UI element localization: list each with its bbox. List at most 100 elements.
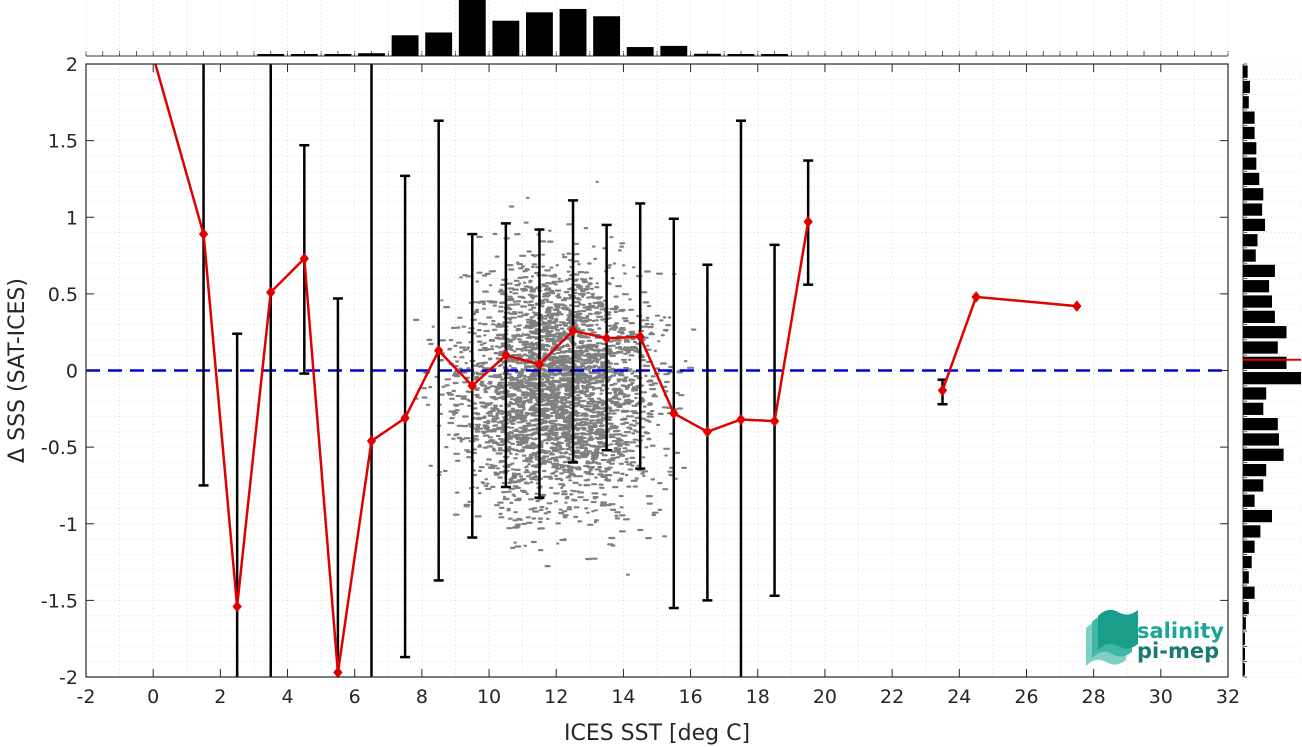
right-hist-bar bbox=[1243, 372, 1301, 385]
right-hist-bar bbox=[1243, 203, 1263, 216]
right-hist-bar bbox=[1243, 448, 1284, 461]
right-histogram bbox=[1242, 63, 1302, 678]
top-hist-bar bbox=[324, 54, 352, 56]
mean-marker bbox=[501, 349, 511, 361]
top-hist-bar bbox=[727, 54, 755, 56]
right-hist-bar bbox=[1243, 295, 1272, 308]
y-tick-label: 1.5 bbox=[48, 131, 78, 153]
right-hist-bar bbox=[1243, 663, 1245, 676]
x-tick-label: 0 bbox=[147, 686, 159, 708]
scatter-points bbox=[412, 180, 697, 576]
mean-marker bbox=[635, 330, 645, 343]
y-tick-label: -1.5 bbox=[41, 590, 78, 612]
top-hist-bar bbox=[458, 0, 486, 56]
top-hist-bar bbox=[626, 47, 654, 56]
error-bar bbox=[735, 119, 746, 677]
right-hist-bar bbox=[1243, 418, 1278, 431]
top-histogram bbox=[85, 0, 1229, 57]
mean-marker bbox=[971, 291, 981, 303]
error-bar bbox=[332, 297, 343, 677]
y-tick-label: 1 bbox=[66, 207, 78, 229]
y-tick-label: 0.5 bbox=[48, 284, 78, 306]
mean-marker bbox=[736, 413, 746, 426]
right-hist-bar bbox=[1243, 310, 1275, 323]
x-tick-label: 12 bbox=[544, 686, 568, 708]
y-axis-ticks: -2 -1.5 -1 -0.5 0 0.5 1 1.5 2 bbox=[41, 54, 1228, 689]
right-hist-bar bbox=[1243, 234, 1258, 247]
mean-marker bbox=[299, 252, 309, 265]
mean-markers bbox=[198, 216, 1082, 679]
right-hist-bar bbox=[1243, 479, 1264, 492]
mean-marker bbox=[333, 666, 343, 679]
right-hist-bar bbox=[1243, 525, 1261, 538]
y-tick-label: -0.5 bbox=[41, 437, 78, 459]
x-tick-label: 22 bbox=[880, 686, 904, 708]
right-hist-bar bbox=[1243, 509, 1272, 523]
right-hist-bar bbox=[1243, 402, 1264, 415]
x-tick-label: 28 bbox=[1082, 686, 1106, 708]
mean-marker bbox=[266, 286, 276, 299]
right-hist-bar bbox=[1243, 601, 1249, 615]
top-hist-bar bbox=[593, 16, 621, 57]
x-tick-label: 32 bbox=[1216, 686, 1240, 708]
top-hist-bar bbox=[526, 12, 553, 56]
right-hist-bar bbox=[1243, 188, 1264, 201]
right-hist-bar bbox=[1243, 632, 1245, 645]
right-hist-bar bbox=[1243, 326, 1287, 339]
y-tick-label: 0 bbox=[66, 361, 78, 383]
mean-marker bbox=[601, 332, 612, 345]
top-hist-bar bbox=[492, 20, 520, 56]
mean-marker bbox=[198, 228, 209, 240]
x-tick-label: 16 bbox=[678, 686, 702, 708]
right-hist-bar bbox=[1243, 617, 1246, 630]
mean-marker bbox=[1072, 300, 1082, 312]
x-tick-label: 18 bbox=[746, 686, 770, 708]
y-tick-label: 2 bbox=[66, 54, 78, 76]
mean-marker bbox=[400, 412, 410, 424]
right-hist-bar bbox=[1243, 264, 1275, 278]
x-tick-label: 8 bbox=[416, 686, 428, 708]
top-hist-bar bbox=[660, 45, 688, 56]
x-axis-ticks: -2 0 2 4 6 8 10 12 14 16 18 20 22 24 26 28 30 32 bbox=[77, 64, 1240, 708]
x-tick-label: 24 bbox=[947, 686, 971, 708]
x-axis-label: ICES SST [deg C] bbox=[564, 721, 750, 746]
right-hist-bar bbox=[1243, 96, 1249, 109]
x-tick-label: 20 bbox=[813, 686, 837, 708]
mean-line bbox=[154, 64, 810, 673]
right-hist-bar bbox=[1243, 494, 1255, 507]
right-hist-bar bbox=[1243, 356, 1287, 369]
top-hist-bar bbox=[257, 54, 285, 56]
right-hist-bar bbox=[1243, 65, 1248, 78]
right-hist-bar bbox=[1243, 540, 1255, 553]
logo-line2: pi-mep bbox=[1137, 639, 1219, 663]
mean-marker bbox=[803, 216, 813, 228]
mean-marker bbox=[534, 358, 545, 371]
y-axis-label: Δ SSS (SAT-ICES) bbox=[5, 278, 30, 463]
right-hist-bar bbox=[1243, 249, 1256, 262]
right-hist-bar bbox=[1243, 280, 1270, 293]
y-tick-label: -2 bbox=[59, 667, 78, 689]
right-hist-bar bbox=[1243, 80, 1250, 94]
mean-marker bbox=[434, 344, 444, 357]
right-hist-bar bbox=[1243, 647, 1245, 661]
x-tick-label: 2 bbox=[214, 686, 226, 708]
right-hist-bar bbox=[1243, 387, 1267, 400]
error-bar bbox=[232, 332, 243, 677]
mean-marker bbox=[568, 324, 578, 337]
right-hist-bar bbox=[1243, 463, 1267, 477]
x-tick-label: -2 bbox=[77, 686, 96, 708]
mean-marker bbox=[366, 435, 377, 447]
top-hist-bar bbox=[290, 54, 318, 56]
right-hist-bar bbox=[1243, 586, 1255, 599]
salinity-pimep-logo: salinity pi-mep bbox=[1086, 609, 1224, 666]
top-hist-bar bbox=[358, 53, 385, 56]
mean-marker bbox=[232, 600, 242, 613]
right-hist-bar bbox=[1243, 126, 1255, 140]
y-tick-label: -1 bbox=[59, 514, 78, 536]
top-hist-bar bbox=[391, 35, 419, 56]
right-hist-bar bbox=[1243, 172, 1260, 186]
mean-marker bbox=[669, 407, 679, 420]
mean-marker bbox=[467, 380, 477, 392]
right-hist-bar bbox=[1243, 218, 1266, 232]
